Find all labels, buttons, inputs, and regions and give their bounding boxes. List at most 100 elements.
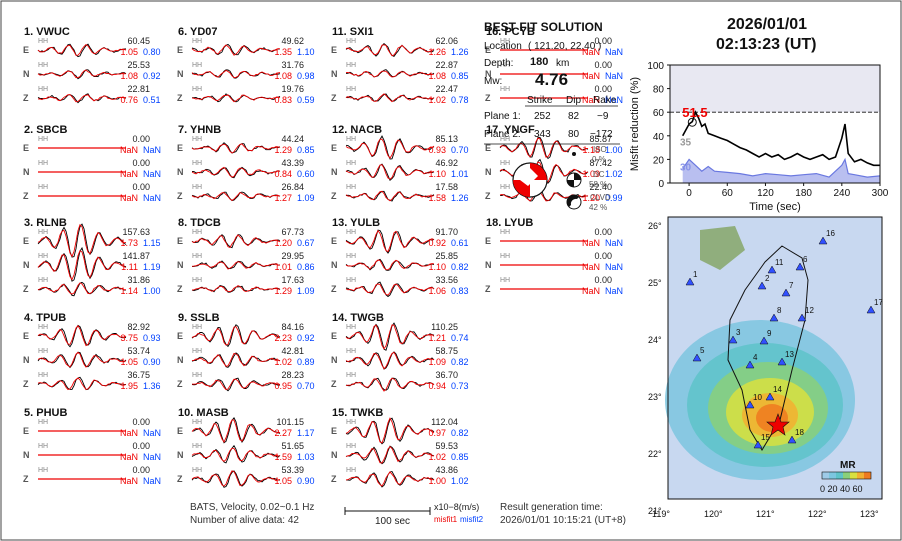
station-label: 5 — [700, 346, 705, 355]
channel-label: HH — [500, 62, 511, 69]
misfit1-value: 0.95 — [274, 381, 292, 391]
misfit1-value: NaN — [581, 286, 600, 296]
misfit2-value: 1.03 — [297, 452, 315, 462]
synthetic-trace — [345, 259, 435, 271]
peak-amplitude: 110.25 — [431, 322, 458, 332]
component-label: Z — [485, 191, 491, 201]
y-tick-label: 60 — [653, 108, 665, 119]
component-label: E — [23, 426, 30, 436]
misfit2-value: 0.90 — [297, 476, 315, 486]
beachball-center — [520, 168, 538, 186]
peak-amplitude: 82.92 — [127, 322, 150, 332]
peak-marker — [687, 117, 697, 127]
series-line-white — [682, 127, 753, 168]
synthetic-trace — [345, 70, 435, 78]
epicenter-star — [766, 413, 790, 436]
synthetic-trace — [191, 234, 281, 249]
component-label: E — [177, 45, 184, 55]
misfit2-value: 0.51 — [143, 95, 161, 105]
misfit2-value: NaN — [143, 145, 162, 155]
peak-amplitude: 31.86 — [127, 275, 150, 285]
station-label: 18 — [795, 428, 804, 437]
station-title: 9. SSLB — [178, 312, 220, 324]
misfit2-value: 1.02 — [451, 476, 469, 486]
peak-amplitude: 36.70 — [435, 370, 458, 380]
component-label: N — [23, 260, 30, 270]
misfit1-value: 1.20 — [274, 238, 292, 248]
misfit2-value: 0.70 — [451, 145, 469, 155]
plane2-label: Plane 2: — [484, 129, 521, 140]
misfit2-value: 0.93 — [143, 333, 161, 343]
channel-label: HH — [346, 253, 357, 260]
misfit2-value: 0.83 — [451, 286, 469, 296]
station-title: 15. TWKB — [332, 407, 384, 419]
station-marker — [866, 305, 876, 314]
peak-amplitude: 141.87 — [122, 251, 150, 261]
station-label: 3 — [736, 328, 741, 337]
misfit1-value: 1.29 — [274, 145, 292, 155]
iso-label: ISO — [593, 145, 607, 154]
channel-label: HH — [38, 229, 49, 236]
peak-amplitude: 0.00 — [594, 84, 612, 94]
synthetic-trace — [191, 69, 281, 79]
channel-label: HH — [346, 136, 357, 143]
component-label: N — [23, 69, 30, 79]
peak-amplitude: 62.06 — [435, 36, 458, 46]
station-marker — [767, 265, 777, 274]
misfit1-value: 1.00 — [428, 476, 446, 486]
station-label: 11 — [775, 258, 784, 267]
synthetic-trace — [37, 351, 127, 368]
synthetic-trace — [345, 377, 435, 392]
synthetic-trace — [37, 377, 127, 391]
misfit2-value: 1.02 — [605, 169, 623, 179]
x-tick-label: 300 — [872, 188, 889, 199]
plot-frame — [669, 64, 881, 184]
channel-label: HH — [192, 443, 203, 450]
misfit1-value: 1.05 — [120, 47, 138, 57]
misfit1-value: 1.10 — [428, 169, 446, 179]
observed-trace — [345, 322, 435, 351]
misfit2-value: 0.60 — [297, 169, 315, 179]
station-marker — [781, 288, 791, 297]
misfit1-value: 1.09 — [428, 357, 446, 367]
misfit1-value: 1.26 — [428, 47, 446, 57]
map-frame — [667, 216, 883, 500]
channel-label: HH — [38, 38, 49, 45]
channel-label: HH — [500, 38, 511, 45]
peak-amplitude: 36.75 — [127, 370, 150, 380]
synthetic-trace — [191, 166, 281, 178]
station-title: 8. TDCB — [178, 217, 221, 229]
misfit1-value: 1.06 — [428, 286, 446, 296]
peak-amplitude: 28.23 — [281, 370, 304, 380]
legend-swatch — [836, 472, 843, 479]
misfit1-value: 0.94 — [428, 381, 446, 391]
channel-label: HH — [346, 62, 357, 69]
misfit2-value: 0.80 — [143, 47, 161, 57]
peak-amplitude: 0.00 — [132, 441, 150, 451]
legend-swatch — [822, 472, 829, 479]
lat-tick-label: 23° — [648, 392, 662, 402]
clvd-label: CLVD — [590, 193, 611, 202]
component-label: Z — [331, 379, 337, 389]
iso-value: 0 % — [592, 155, 606, 164]
peak-amplitude: 58.75 — [435, 346, 458, 356]
misfit2-value: NaN — [143, 452, 162, 462]
component-label: E — [331, 426, 338, 436]
channel-label: HH — [38, 86, 49, 93]
station-title: 6. YD07 — [178, 26, 218, 38]
misfit1-value: 2.23 — [274, 333, 292, 343]
misfit2-value: NaN — [143, 193, 162, 203]
misfit2-value: 0.92 — [297, 333, 315, 343]
synthetic-trace — [191, 447, 281, 462]
peak-amplitude: 0.00 — [132, 134, 150, 144]
lon-tick-label: 122° — [808, 509, 827, 519]
synthetic-trace — [345, 283, 435, 296]
misfit1-value: NaN — [119, 169, 138, 179]
misfit1-value: 0.84 — [274, 169, 292, 179]
station-title: 13. YULB — [332, 217, 381, 229]
station-marker — [765, 392, 775, 401]
peak-amplitude: 112.04 — [431, 417, 458, 427]
station-marker — [787, 435, 797, 444]
misfit1-value: 1.73 — [120, 238, 138, 248]
